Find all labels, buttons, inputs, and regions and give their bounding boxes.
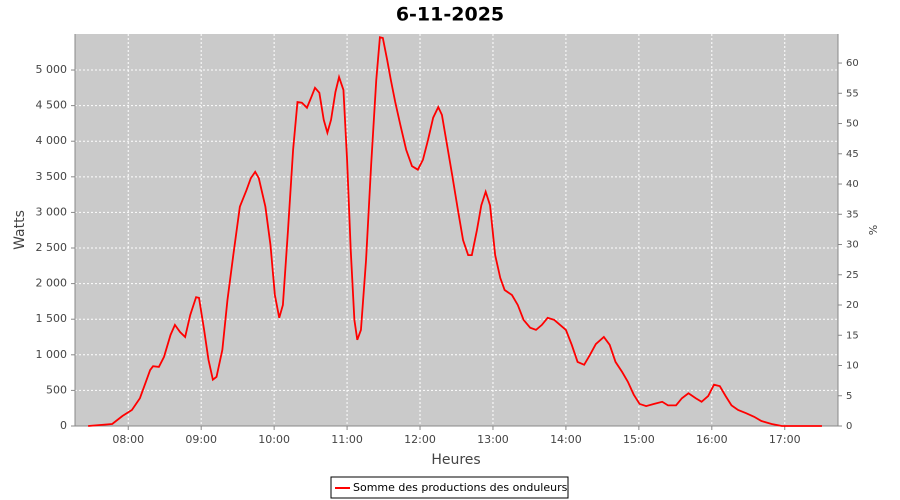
y2-tick-label: 10 <box>846 361 859 372</box>
y2-tick-label: 25 <box>846 270 859 281</box>
y2-tick-label: 15 <box>846 330 859 341</box>
y2-tick-label: 0 <box>846 421 852 432</box>
y2-tick-label: 60 <box>846 58 859 69</box>
y-tick-label: 4 000 <box>36 134 68 147</box>
y2-tick-label: 55 <box>846 88 859 99</box>
y-tick-label: 1 000 <box>36 348 68 361</box>
y2-tick-label: 35 <box>846 209 859 220</box>
x-tick-label: 12:00 <box>404 433 436 446</box>
x-tick-label: 14:00 <box>550 433 582 446</box>
x-tick-label: 15:00 <box>623 433 655 446</box>
x-tick-label: 08:00 <box>112 433 144 446</box>
legend-box <box>330 476 569 499</box>
x-tick-label: 17:00 <box>769 433 801 446</box>
y-tick-label: 2 500 <box>36 241 68 254</box>
x-tick-label: 11:00 <box>331 433 363 446</box>
y2-axis-label: % <box>866 225 879 235</box>
y-tick-label: 4 500 <box>36 99 68 112</box>
y-tick-label: 2 000 <box>36 277 68 290</box>
y2-tick-label: 5 <box>846 391 852 402</box>
legend: Somme des productions des onduleurs <box>330 476 569 499</box>
y-tick-label: 1 500 <box>36 312 68 325</box>
plot-area <box>75 34 838 426</box>
y-tick-label: 0 <box>60 419 67 432</box>
legend-label: Somme des productions des onduleurs <box>353 481 568 494</box>
y2-tick-label: 30 <box>846 240 859 251</box>
y2-tick-label: 50 <box>846 119 859 130</box>
y-tick-label: 3 500 <box>36 170 68 183</box>
y2-tick-label: 40 <box>846 179 859 190</box>
x-tick-label: 10:00 <box>258 433 290 446</box>
x-tick-label: 16:00 <box>696 433 728 446</box>
y-tick-label: 500 <box>46 383 67 396</box>
chart-title: 6-11-2025 <box>396 4 504 26</box>
x-axis-label: Heures <box>431 452 480 468</box>
y-tick-label: 3 000 <box>36 205 68 218</box>
y-tick-label: 5 000 <box>36 63 68 76</box>
x-tick-label: 09:00 <box>185 433 217 446</box>
y2-tick-label: 20 <box>846 300 859 311</box>
y2-tick-label: 45 <box>846 149 859 160</box>
x-tick-label: 13:00 <box>477 433 509 446</box>
data-line <box>88 36 822 427</box>
y-axis-label: Watts <box>12 210 28 250</box>
